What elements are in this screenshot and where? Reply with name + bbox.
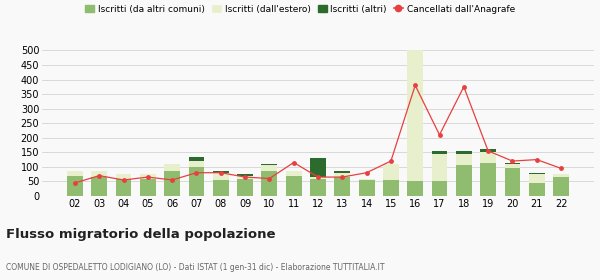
Bar	[213, 180, 229, 196]
Bar	[286, 171, 302, 176]
Bar	[188, 161, 205, 167]
Bar	[383, 164, 399, 180]
Bar	[140, 174, 156, 179]
Bar	[431, 181, 448, 196]
Bar	[286, 176, 302, 196]
Bar	[91, 177, 107, 196]
Bar	[431, 154, 448, 181]
Bar	[237, 176, 253, 179]
Bar	[359, 179, 374, 180]
Bar	[213, 171, 229, 173]
Bar	[188, 157, 205, 161]
Bar	[480, 152, 496, 162]
Bar	[505, 164, 520, 168]
Bar	[262, 164, 277, 165]
Bar	[383, 180, 399, 196]
Text: Flusso migratorio della popolazione: Flusso migratorio della popolazione	[6, 228, 275, 241]
Bar	[456, 165, 472, 196]
Bar	[310, 158, 326, 177]
Bar	[407, 39, 423, 181]
Bar	[529, 174, 545, 183]
Bar	[334, 171, 350, 173]
Text: COMUNE DI OSPEDALETTO LODIGIANO (LO) - Dati ISTAT (1 gen-31 dic) - Elaborazione : COMUNE DI OSPEDALETTO LODIGIANO (LO) - D…	[6, 263, 385, 272]
Bar	[431, 151, 448, 154]
Bar	[213, 173, 229, 180]
Bar	[164, 164, 180, 171]
Bar	[116, 179, 131, 196]
Bar	[237, 174, 253, 176]
Bar	[505, 168, 520, 196]
Bar	[116, 174, 131, 179]
Bar	[188, 167, 205, 196]
Bar	[334, 173, 350, 177]
Bar	[262, 171, 277, 196]
Bar	[529, 183, 545, 196]
Bar	[529, 173, 545, 174]
Bar	[456, 151, 472, 154]
Bar	[164, 171, 180, 196]
Bar	[553, 174, 569, 177]
Bar	[407, 181, 423, 196]
Bar	[262, 165, 277, 171]
Bar	[480, 162, 496, 196]
Bar	[359, 180, 374, 196]
Bar	[334, 177, 350, 196]
Bar	[310, 179, 326, 196]
Bar	[67, 176, 83, 196]
Bar	[140, 179, 156, 196]
Bar	[553, 177, 569, 196]
Bar	[310, 177, 326, 179]
Bar	[91, 171, 107, 177]
Bar	[505, 162, 520, 164]
Bar	[237, 179, 253, 196]
Bar	[456, 154, 472, 165]
Bar	[67, 171, 83, 176]
Legend: Iscritti (da altri comuni), Iscritti (dall'estero), Iscritti (altri), Cancellati: Iscritti (da altri comuni), Iscritti (da…	[85, 4, 515, 13]
Bar	[480, 150, 496, 152]
